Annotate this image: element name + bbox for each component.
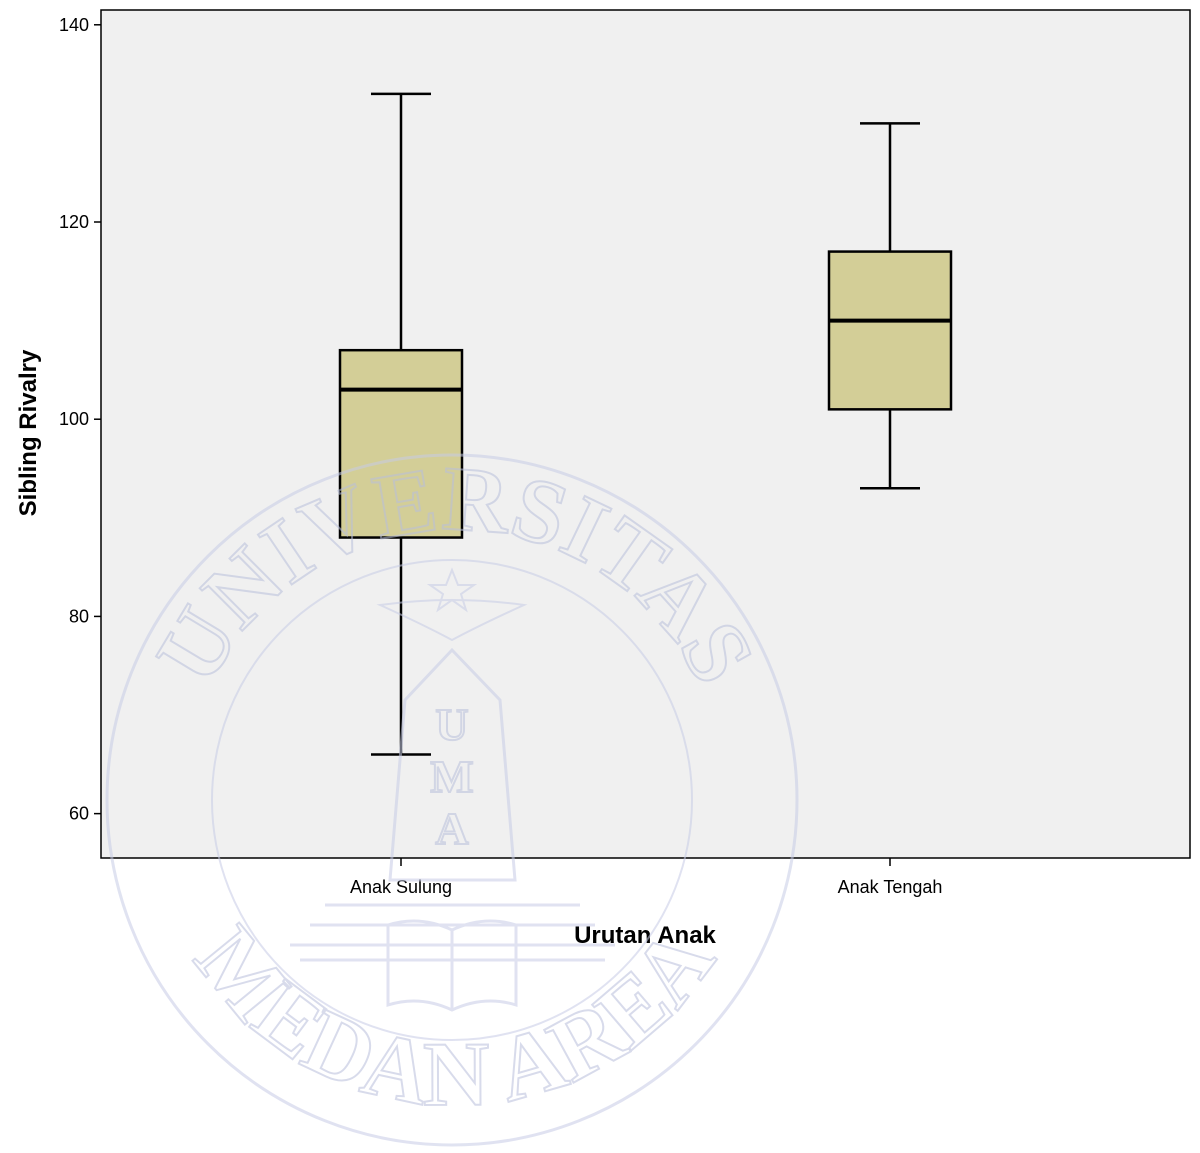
y-tick-label: 80: [69, 606, 89, 626]
x-axis: Anak Sulung Anak Tengah: [350, 858, 942, 897]
box-anak-tengah: [827, 122, 953, 490]
y-axis: 60 80 100 120 140: [59, 15, 101, 824]
plot-area: [100, 9, 1191, 859]
seal-steps-icon: [290, 903, 615, 962]
iqr-box: [827, 250, 953, 411]
iqr-box: [338, 348, 464, 539]
y-tick-label: 120: [59, 212, 89, 232]
y-tick-label: 140: [59, 15, 89, 35]
x-axis-title: Urutan Anak: [574, 922, 716, 949]
y-axis-title: Sibling Rivalry: [15, 349, 42, 516]
y-tick-label: 60: [69, 804, 89, 824]
x-tick-label: Anak Tengah: [838, 877, 943, 897]
seal-book-icon: [386, 919, 518, 1012]
x-tick-label: Anak Sulung: [350, 877, 452, 897]
y-tick-label: 100: [59, 409, 89, 429]
